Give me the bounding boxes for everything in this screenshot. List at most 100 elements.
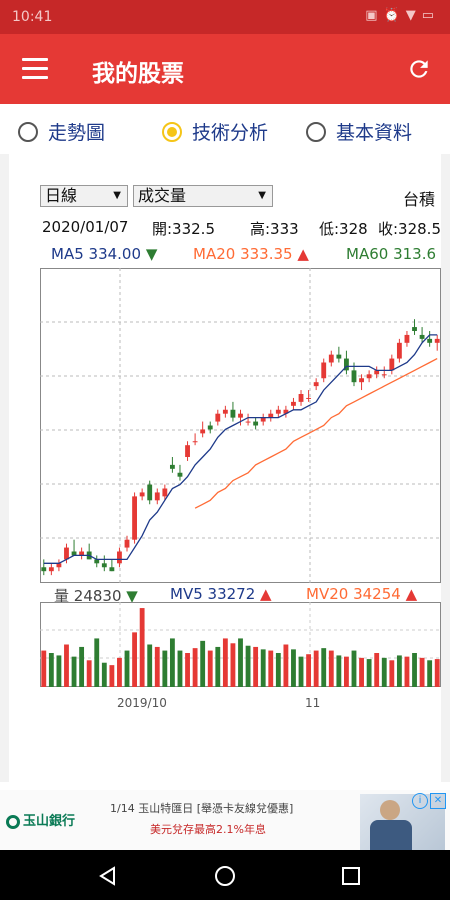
ohlc-date: 2020/01/07 xyxy=(42,218,129,236)
volume-bar xyxy=(291,649,296,687)
volume-bar xyxy=(351,650,357,687)
volume-bar xyxy=(132,632,137,687)
volume-bar xyxy=(139,608,145,687)
menu-icon[interactable] xyxy=(22,58,48,80)
tab-technical[interactable]: 技術分析 xyxy=(162,118,268,145)
ma5-indicator: MA5 334.00 ▼ xyxy=(51,245,158,263)
volume-bar xyxy=(412,653,417,687)
up-triangle-icon: ▲ xyxy=(260,585,272,603)
back-icon[interactable] xyxy=(98,866,116,886)
volume-bar xyxy=(419,657,425,687)
candle-body xyxy=(412,327,417,331)
candle-body xyxy=(56,563,62,568)
candle-body xyxy=(124,539,130,548)
ad-line-2: 美元兌存最高2.1%年息 xyxy=(150,823,266,836)
home-icon[interactable] xyxy=(214,865,236,887)
bank-logo: 玉山銀行 xyxy=(6,810,75,829)
candle-body xyxy=(359,378,364,383)
candle-body xyxy=(154,492,160,501)
candle-body xyxy=(48,567,54,572)
volume-bar xyxy=(336,655,342,687)
candle-body xyxy=(238,413,243,418)
candle-body xyxy=(245,421,251,423)
view-tabs: 走勢圖 技術分析 基本資料 xyxy=(0,104,450,154)
volume-bar xyxy=(222,638,228,687)
tab-basic-info[interactable]: 基本資料 xyxy=(306,118,412,145)
volume-bar xyxy=(215,646,221,687)
volume-bar xyxy=(359,657,364,687)
down-triangle-icon: ▼ xyxy=(126,587,138,605)
candle-body xyxy=(200,429,206,434)
tab-trend[interactable]: 走勢圖 xyxy=(18,118,105,145)
app-bar: 我的股票 xyxy=(0,34,450,104)
volume-bar xyxy=(230,643,236,687)
candle-body xyxy=(374,370,380,375)
candle-body xyxy=(207,425,213,430)
volume-bar xyxy=(192,648,198,687)
radio-icon[interactable] xyxy=(18,121,38,142)
page-title: 我的股票 xyxy=(92,61,184,87)
candle-body xyxy=(427,338,433,343)
candle-body xyxy=(230,409,236,418)
tab-label: 技術分析 xyxy=(192,122,269,144)
indicator-select[interactable]: 成交量 ▼ xyxy=(133,185,273,207)
volume-bar xyxy=(86,660,92,687)
candle-body xyxy=(169,464,175,469)
navigation-bar xyxy=(0,850,450,900)
volume-bar xyxy=(56,655,62,687)
candle-body xyxy=(351,370,357,383)
candle-body xyxy=(41,567,47,572)
market-label: 台積 xyxy=(403,190,436,209)
candle-body xyxy=(313,382,319,387)
volume-bar xyxy=(79,646,85,687)
volume-bar xyxy=(396,655,402,687)
volume-bar xyxy=(344,656,349,687)
volume-bar xyxy=(147,644,153,687)
volume-indicator: 量 24830 ▼ xyxy=(54,587,138,605)
refresh-icon[interactable] xyxy=(406,56,432,82)
mv5-indicator: MV5 33272 ▲ xyxy=(170,585,272,603)
radio-selected-icon[interactable] xyxy=(162,121,182,142)
volume-bar xyxy=(321,648,327,687)
volume-bar xyxy=(154,646,160,687)
up-triangle-icon: ▲ xyxy=(297,245,309,263)
volume-chart[interactable] xyxy=(40,602,441,687)
candle-body xyxy=(434,338,440,343)
volume-bar xyxy=(109,665,115,687)
price-chart[interactable] xyxy=(40,268,441,583)
up-triangle-icon: ▲ xyxy=(405,585,418,603)
volume-bar xyxy=(404,656,410,687)
candle-body xyxy=(291,401,296,406)
volume-bar xyxy=(313,650,319,687)
ad-banner[interactable]: 玉山銀行 1/14 玉山特匯日 [舉憑卡友線兌優惠] 美元兌存最高2.1%年息 … xyxy=(0,790,450,850)
volume-bar xyxy=(185,653,190,687)
volume-bar xyxy=(245,645,251,687)
volume-bar xyxy=(268,650,274,687)
ad-close-icon[interactable]: ✕ xyxy=(430,793,446,809)
candle-body xyxy=(321,362,327,379)
candle-body xyxy=(147,484,153,501)
candle-body xyxy=(419,334,425,339)
radio-icon[interactable] xyxy=(306,121,326,142)
candle-body xyxy=(117,551,122,564)
candle-body xyxy=(222,409,228,414)
candle-body xyxy=(215,413,221,422)
tab-label: 走勢圖 xyxy=(48,122,106,144)
dropdown-arrow-icon: ▼ xyxy=(258,190,266,201)
candle-body xyxy=(253,421,259,426)
volume-bar xyxy=(328,650,334,687)
volume-bar xyxy=(374,653,380,687)
candle-body xyxy=(344,358,349,371)
recents-icon[interactable] xyxy=(342,867,360,885)
candle-body xyxy=(366,374,372,379)
volume-bar xyxy=(260,649,266,687)
candle-body xyxy=(268,413,274,418)
ohlc-close: 收:328.5 xyxy=(378,220,441,238)
volume-bar xyxy=(283,644,289,687)
volume-bar xyxy=(427,660,433,687)
ad-info-icon[interactable]: i xyxy=(412,793,428,809)
period-select[interactable]: 日線 ▼ xyxy=(40,185,128,207)
candle-body xyxy=(396,342,402,359)
volume-bar xyxy=(298,656,304,687)
alarm-icon: ⏰ xyxy=(383,8,406,23)
